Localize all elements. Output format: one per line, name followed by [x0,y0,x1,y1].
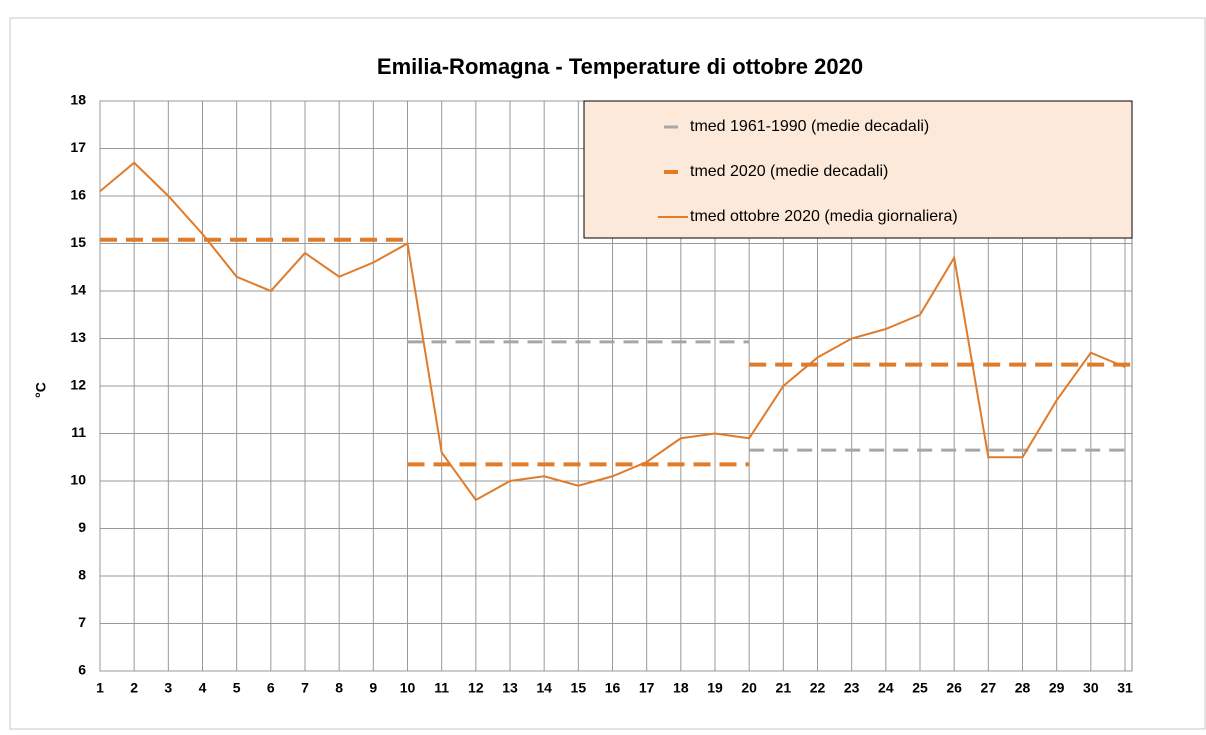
x-tick-label: 15 [571,680,587,696]
x-tick-label: 8 [335,680,343,696]
y-tick-label: 14 [70,282,86,298]
x-tick-label: 5 [233,680,241,696]
x-tick-label: 6 [267,680,275,696]
x-tick-label: 13 [502,680,518,696]
y-tick-label: 16 [70,187,86,203]
x-tick-label: 11 [434,680,449,696]
x-tick-label: 30 [1083,680,1099,696]
x-tick-label: 1 [96,680,104,696]
y-axis-label: °C [33,382,49,398]
x-tick-label: 14 [536,680,552,696]
y-tick-label: 12 [70,377,86,393]
x-tick-label: 10 [400,680,416,696]
y-tick-label: 10 [70,472,86,488]
x-tick-label: 24 [878,680,894,696]
x-tick-label: 16 [605,680,621,696]
y-tick-label: 17 [70,139,86,155]
legend-label: tmed 2020 (medie decadali) [690,163,888,180]
y-tick-label: 11 [71,424,86,440]
x-tick-label: 20 [741,680,757,696]
x-tick-label: 22 [810,680,826,696]
x-tick-label: 26 [946,680,962,696]
y-tick-label: 18 [70,92,86,108]
x-tick-label: 19 [707,680,723,696]
legend-box [583,100,1133,239]
x-tick-label: 3 [164,680,172,696]
y-tick-label: 15 [70,234,86,250]
y-tick-label: 7 [78,614,86,630]
legend-label: tmed 1961-1990 (medie decadali) [690,118,929,135]
legend-label: tmed ottobre 2020 (media giornaliera) [690,208,958,225]
x-tick-label: 17 [639,680,655,696]
y-tick-label: 6 [78,662,86,678]
x-tick-label: 12 [468,680,484,696]
x-tick-label: 18 [673,680,689,696]
x-tick-label: 4 [199,680,207,696]
x-tick-label: 27 [981,680,997,696]
daily-line [99,161,1126,502]
y-tick-label: 13 [70,329,86,345]
x-tick-label: 9 [369,680,377,696]
x-tick-label: 23 [844,680,860,696]
x-tick-label: 21 [776,680,792,696]
x-tick-label: 28 [1015,680,1031,696]
chart-title: Emilia-Romagna - Temperature di ottobre … [377,54,863,79]
x-tick-label: 7 [301,680,309,696]
y-tick-label: 8 [78,567,86,583]
y-tick-label: 9 [78,519,86,535]
x-tick-label: 29 [1049,680,1065,696]
x-tick-label: 25 [912,680,928,696]
x-tick-label: 2 [130,680,138,696]
x-tick-label: 31 [1117,680,1133,696]
